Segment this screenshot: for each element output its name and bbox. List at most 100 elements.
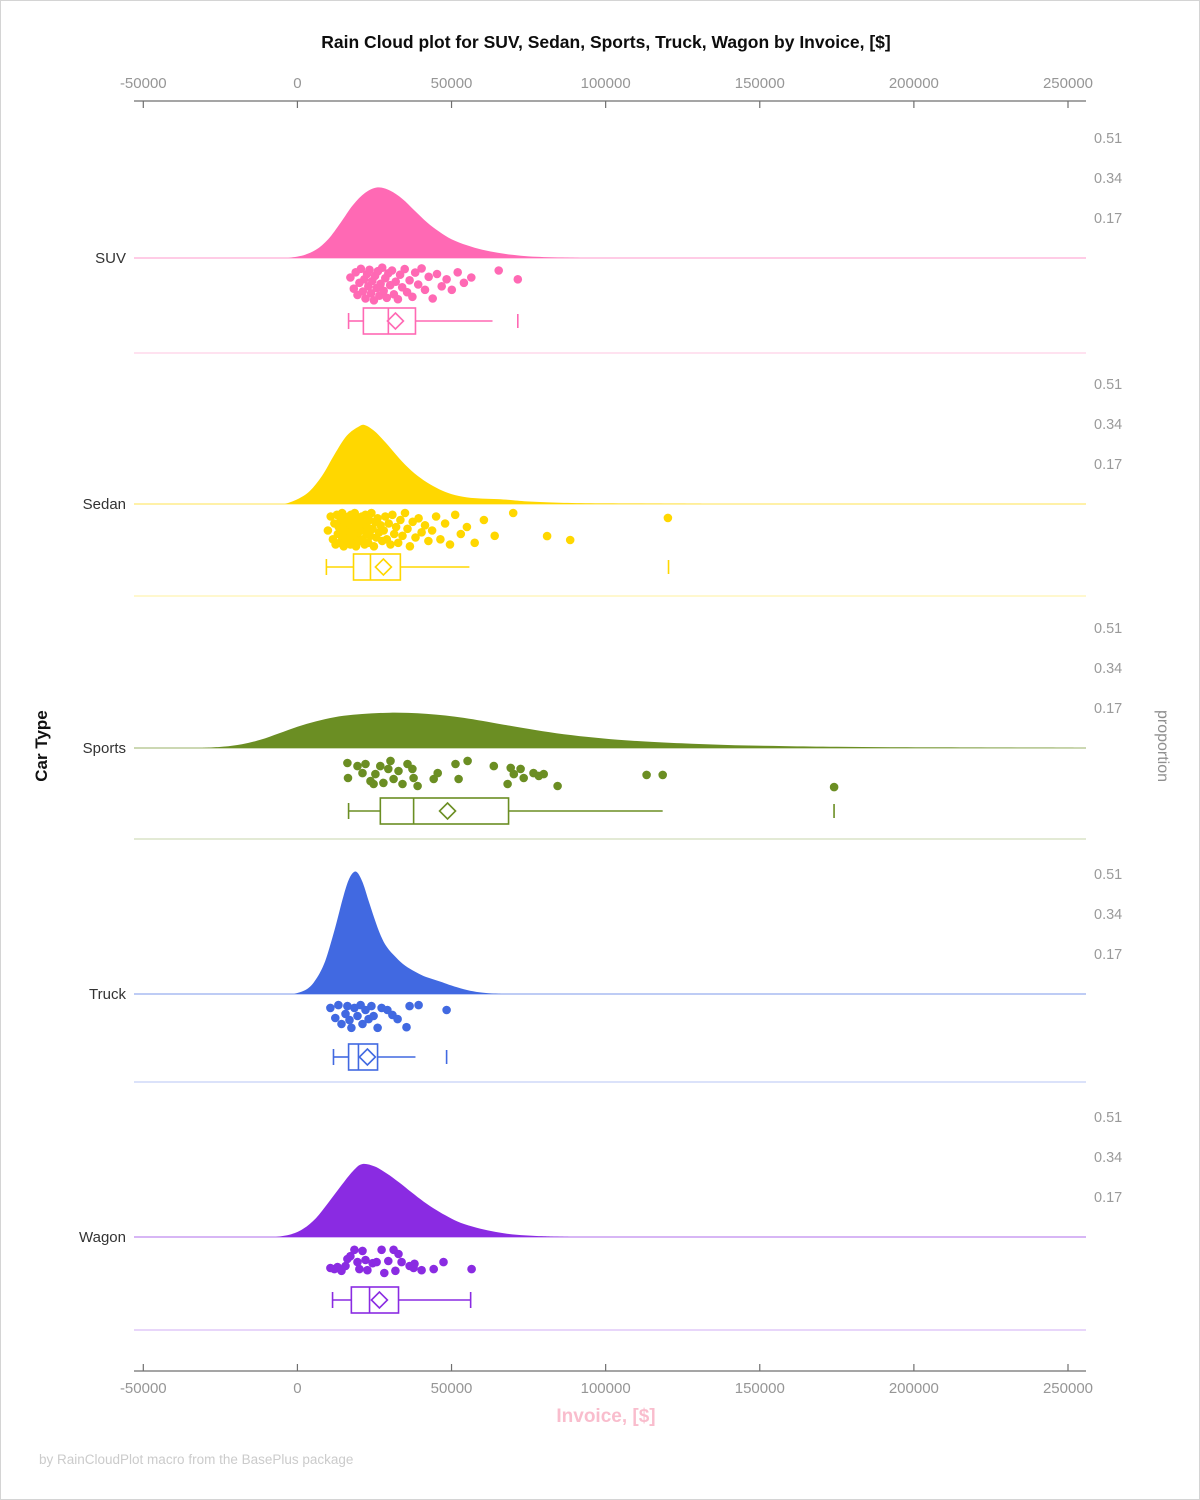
rain-point — [331, 1013, 340, 1023]
rain-point — [361, 1255, 370, 1265]
rain-point — [402, 1022, 411, 1032]
rain-point — [439, 1257, 448, 1267]
rain-point — [353, 1257, 362, 1267]
rain-point — [432, 269, 442, 279]
rain-point — [391, 522, 401, 532]
rain-point — [361, 294, 370, 303]
rain-point — [539, 769, 548, 779]
rain-point — [447, 285, 457, 295]
rain-point — [417, 528, 426, 537]
rain-point — [367, 1001, 376, 1011]
x-axis-tick-label: 0 — [293, 1380, 301, 1397]
rain-point — [371, 769, 380, 779]
x-axis-tick-label: 0 — [293, 75, 301, 92]
rain-point — [363, 1265, 372, 1275]
rain-point — [377, 1245, 386, 1255]
footer-note: by RainCloudPlot macro from the BasePlus… — [39, 1452, 353, 1467]
proportion-tick-label: 0.51 — [1094, 1110, 1122, 1126]
density-wagon — [275, 1163, 569, 1237]
rain-point — [400, 508, 410, 518]
category-label-sports: Sports — [83, 740, 126, 757]
rain-point — [361, 759, 370, 769]
rain-point — [368, 524, 377, 534]
rain-point — [519, 773, 528, 783]
category-label-wagon: Wagon — [79, 1229, 126, 1246]
x-axis-tick-label: 250000 — [1043, 1380, 1093, 1397]
rain-point — [467, 273, 476, 282]
rain-point — [384, 1256, 393, 1266]
proportion-tick-label: 0.17 — [1094, 457, 1122, 473]
proportion-tick-label: 0.51 — [1094, 377, 1122, 393]
rain-point — [405, 1001, 414, 1011]
rain-point — [381, 512, 390, 521]
rain-point — [433, 768, 443, 778]
rain-point — [341, 1009, 350, 1019]
rain-point — [508, 508, 518, 518]
rain-point — [413, 280, 423, 289]
proportion-tick-label: 0.17 — [1094, 211, 1122, 227]
proportion-tick-label: 0.17 — [1094, 1190, 1122, 1206]
rain-point — [376, 761, 385, 771]
rain-point — [398, 531, 407, 541]
rain-point — [409, 773, 418, 783]
rain-point — [367, 508, 376, 518]
panel-suv: SUV 0.51 0.34 0.17 — [95, 131, 1122, 354]
rain-point — [358, 1246, 367, 1256]
box-truck — [347, 1043, 379, 1071]
x-axis-tick-label: 150000 — [735, 75, 785, 92]
panel-sports: Sports 0.51 0.34 0.17 — [83, 621, 1122, 840]
rain-point — [345, 1015, 354, 1025]
chart-title: Rain Cloud plot for SUV, Sedan, Sports, … — [321, 32, 890, 52]
x-axis-tick-label: 50000 — [431, 1380, 473, 1397]
rain-point — [358, 287, 368, 296]
density-sedan — [285, 424, 705, 504]
rain-point — [397, 1257, 406, 1267]
rain-point — [386, 756, 395, 766]
rain-point — [411, 533, 420, 542]
rain-point — [379, 286, 389, 296]
rain-point — [373, 1023, 382, 1033]
rain-point — [334, 1000, 343, 1010]
rain-point — [391, 277, 401, 287]
rain-point — [445, 540, 455, 549]
box-sedan — [352, 553, 402, 581]
mean-diamond — [386, 311, 405, 331]
panel-wagon: Wagon 0.51 0.34 0.17 — [79, 1110, 1122, 1331]
proportion-tick-label: 0.51 — [1094, 131, 1122, 147]
proportion-tick-label: 0.34 — [1094, 907, 1122, 923]
rain-point — [343, 758, 352, 768]
x-axis-tick-label: 50000 — [431, 75, 473, 92]
rain-point — [431, 512, 441, 521]
rain-point — [642, 770, 651, 780]
rain-point — [355, 1264, 364, 1274]
rain-point — [408, 292, 417, 302]
rain-point — [372, 1257, 381, 1267]
rain-point — [394, 766, 403, 776]
mean-diamond — [438, 801, 457, 821]
rain-point — [400, 264, 410, 274]
rain-point — [389, 529, 399, 539]
chart-marks: -50000 0 50000 100000 150000 200000 250000 -500… — [79, 75, 1122, 1397]
rain-point — [341, 1261, 350, 1271]
x-axis-tick-label: 100000 — [581, 1380, 631, 1397]
rain-point — [373, 514, 382, 523]
x-axis-title: Invoice, [$] — [556, 1406, 655, 1427]
rain-point — [417, 264, 426, 273]
y-axis-title: Car Type — [32, 710, 51, 782]
rain-point — [380, 1268, 389, 1278]
rain-point — [420, 521, 430, 530]
proportion-tick-label: 0.34 — [1094, 1150, 1122, 1166]
rain-point — [414, 1000, 423, 1010]
proportion-tick-label: 0.34 — [1094, 417, 1122, 433]
rain-point — [437, 282, 447, 291]
proportion-tick-label: 0.34 — [1094, 661, 1122, 677]
rain-point — [442, 275, 451, 284]
proportion-tick-label: 0.17 — [1094, 947, 1122, 963]
proportion-tick-label: 0.51 — [1094, 867, 1122, 883]
x-axis-tick-label: 150000 — [735, 1380, 785, 1397]
rain-point — [369, 779, 378, 789]
rain-point — [389, 774, 398, 784]
rain-point — [369, 542, 379, 551]
rain-point — [408, 764, 417, 774]
